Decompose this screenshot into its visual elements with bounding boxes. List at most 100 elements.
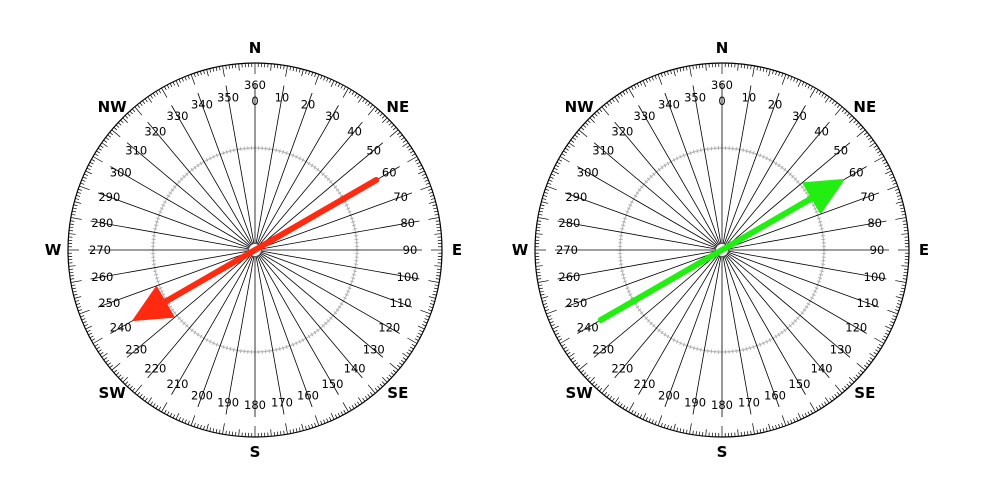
outer-ring-tick (132, 387, 136, 392)
outer-ring-tick (71, 213, 76, 216)
outer-ring-tick (676, 427, 679, 432)
outer-ring-tick (101, 142, 108, 148)
radial-spoke (257, 105, 339, 246)
outer-ring-tick (894, 309, 899, 312)
inner-ring-tick (154, 277, 159, 280)
outer-ring-tick (545, 309, 550, 312)
outer-ring-tick (77, 306, 82, 309)
inner-ring-tick (275, 347, 278, 352)
inner-ring-tick (212, 154, 215, 159)
outer-ring-tick (685, 66, 688, 71)
radial-spoke (692, 85, 722, 245)
outer-ring-tick (379, 112, 383, 117)
radial-spoke (726, 252, 867, 334)
outer-ring-tick (824, 96, 830, 103)
outer-ring-tick (329, 79, 332, 83)
outer-ring-tick (673, 69, 676, 77)
outer-ring-tick (169, 83, 173, 88)
outer-ring-tick (340, 411, 344, 416)
radial-spoke (727, 251, 880, 308)
cardinal-label-n: N (716, 39, 729, 57)
outer-ring-tick (900, 207, 905, 210)
inner-ring-tick (349, 217, 355, 220)
degree-label: 100 (397, 270, 419, 284)
outer-ring-tick (68, 265, 76, 267)
outer-ring-tick (881, 338, 886, 341)
inner-ring-tick (639, 185, 644, 189)
outer-ring-tick (538, 284, 543, 287)
outer-ring-tick (869, 139, 874, 143)
outer-ring-tick (894, 188, 899, 191)
inner-ring-tick (818, 220, 823, 223)
degree-label: 20 (768, 97, 783, 111)
outer-ring-tick (402, 139, 407, 143)
outer-ring-tick (793, 418, 796, 423)
inner-ring-tick (199, 161, 203, 166)
inner-ring-tick (168, 191, 173, 195)
outer-ring-tick (564, 349, 569, 353)
inner-ring-tick (292, 153, 295, 158)
outer-ring-tick (88, 332, 93, 336)
outer-ring-tick (137, 391, 141, 396)
outer-ring-tick (181, 418, 184, 423)
outer-ring-tick (682, 67, 685, 72)
outer-ring-tick (544, 191, 549, 194)
outer-ring-tick (887, 309, 898, 315)
outer-ring-tick (651, 419, 654, 424)
outer-ring-tick (152, 92, 156, 97)
outer-ring-tick (238, 429, 240, 437)
inner-ring-tick (628, 204, 633, 207)
outer-ring-tick (289, 66, 292, 71)
radial-spoke (260, 220, 420, 250)
outer-ring-tick (545, 188, 550, 191)
outer-ring-tick (657, 415, 663, 426)
inner-ring-tick (199, 334, 203, 339)
inner-ring-tick (806, 302, 811, 306)
inner-ring-tick (676, 156, 679, 161)
outer-ring-tick (561, 343, 566, 347)
outer-ring-tick (206, 69, 209, 77)
outer-ring-tick (836, 104, 840, 109)
outer-ring-tick (884, 325, 892, 330)
outer-ring-tick (660, 73, 663, 78)
radial-spoke (110, 166, 251, 248)
outer-ring-tick (323, 419, 326, 424)
outer-ring-tick (172, 81, 176, 86)
inner-ring-tick (343, 296, 348, 300)
radial-spoke (260, 250, 420, 280)
outer-ring-tick (875, 147, 880, 151)
radial-spoke (638, 105, 720, 246)
outer-ring-tick (546, 185, 557, 191)
outer-ring-tick (427, 188, 432, 191)
outer-ring-tick (161, 87, 168, 98)
arrow-head (802, 179, 845, 214)
outer-ring-tick (423, 321, 428, 324)
outer-ring-tick (434, 213, 439, 216)
inner-ring-tick (153, 224, 159, 227)
inner-ring-tick (800, 311, 805, 315)
degree-label: 110 (390, 296, 412, 310)
inner-ring-tick (232, 148, 235, 153)
outer-ring-tick (122, 377, 128, 383)
outer-ring-tick (570, 139, 575, 143)
outer-ring-tick (285, 65, 288, 77)
outer-ring-tick (540, 293, 545, 296)
outer-ring-tick (389, 362, 399, 371)
outer-ring-tick (617, 401, 620, 406)
outer-ring-tick (584, 122, 589, 126)
outer-ring-tick (535, 233, 543, 235)
inner-ring-tick (301, 157, 305, 162)
outer-ring-tick (849, 117, 855, 123)
outer-ring-tick (752, 65, 755, 77)
outer-ring-tick (849, 377, 855, 383)
radial-spoke (723, 92, 780, 245)
inner-ring-tick (707, 348, 709, 354)
radial-spoke (727, 250, 887, 280)
outer-ring-tick (856, 129, 866, 138)
inner-ring-tick (810, 296, 815, 300)
outer-ring-tick (137, 104, 141, 109)
outer-ring-tick (218, 66, 221, 71)
outer-ring-tick (147, 96, 153, 103)
outer-ring-tick (398, 362, 403, 366)
outer-ring-tick (542, 198, 547, 200)
